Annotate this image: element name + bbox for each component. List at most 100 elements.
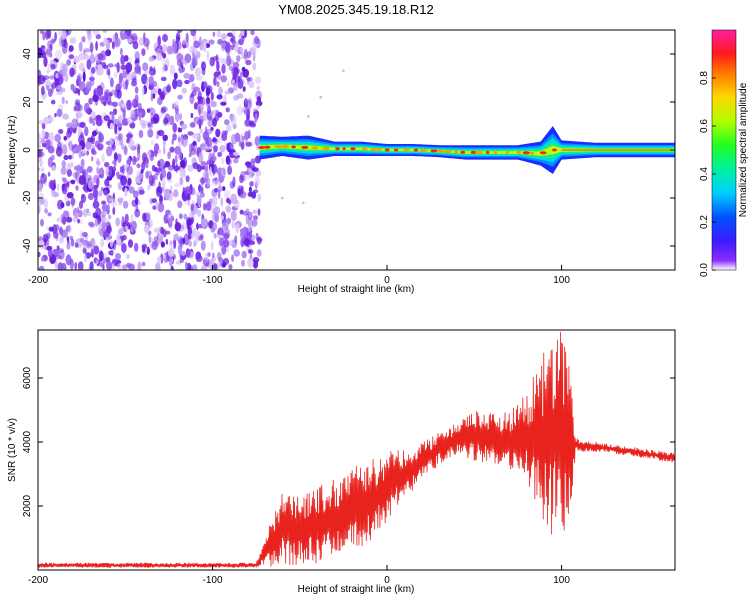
noise-blob [54, 133, 61, 143]
noise-blob [179, 258, 185, 263]
noise-blob [256, 85, 261, 90]
noise-blob [160, 241, 165, 248]
signal-hotspot [393, 148, 399, 152]
noise-blob [177, 200, 183, 209]
noise-blob [247, 168, 253, 174]
noise-blob [81, 231, 88, 238]
noise-blob [213, 76, 217, 86]
noise-blob [67, 128, 70, 133]
noise-blob [88, 221, 94, 227]
signal-hotspot [516, 150, 522, 154]
noise-blob [55, 72, 59, 79]
noise-blob [244, 30, 247, 38]
signal-hotspot [361, 147, 368, 151]
noise-blob [117, 115, 124, 123]
noise-blob [228, 264, 233, 270]
noise-blob [134, 51, 140, 62]
noise-blob [167, 213, 174, 224]
noise-blob [121, 32, 128, 38]
signal-hotspot [291, 145, 296, 149]
noise-blob [74, 262, 78, 270]
noise-blob [120, 64, 128, 71]
noise-blob [133, 242, 139, 252]
noise-blob [103, 115, 111, 122]
noise-blob [216, 30, 222, 38]
noise-blob [58, 30, 61, 37]
noise-blob [230, 142, 234, 150]
noise-blob [58, 249, 65, 260]
noise-blob [131, 80, 137, 87]
noise-blob [165, 58, 170, 69]
noise-blob [229, 114, 237, 125]
noise-blob [156, 186, 163, 197]
noise-blob [157, 35, 161, 47]
noise-blob [186, 249, 191, 258]
noise-blob [176, 79, 183, 88]
noise-blob [142, 37, 150, 47]
noise-blob [217, 185, 223, 192]
noise-blob [196, 75, 203, 81]
noise-blob [226, 159, 232, 166]
noise-blob [216, 252, 222, 260]
noise-blob [211, 138, 218, 143]
noise-blob [245, 214, 249, 225]
noise-blob [167, 248, 175, 258]
noise-blob [108, 198, 114, 203]
noise-blob [179, 113, 183, 121]
noise-blob [80, 158, 85, 168]
noise-blob [43, 198, 49, 209]
noise-blob [121, 227, 125, 232]
noise-blob [106, 225, 112, 234]
spectrogram-y-ticks: -40 -20 0 20 40 [22, 48, 675, 253]
noise-blob [201, 38, 208, 44]
noise-blob [101, 226, 106, 233]
noise-blob [51, 165, 56, 171]
noise-blob [38, 74, 46, 85]
noise-blob [63, 177, 67, 182]
noise-blob [219, 145, 226, 153]
noise-blob [106, 146, 113, 157]
noise-blob [100, 50, 107, 61]
noise-blob [215, 128, 221, 138]
noise-blob [115, 171, 120, 177]
noise-blob [126, 133, 134, 139]
noise-blob [78, 81, 86, 92]
noise-blob [126, 253, 130, 260]
noise-blob [183, 72, 190, 79]
noise-blob [86, 59, 92, 70]
noise-blob [195, 251, 202, 260]
noise-blob [220, 101, 227, 106]
noise-blob [89, 77, 95, 87]
noise-blob [200, 264, 208, 270]
noise-blob [203, 203, 207, 211]
noise-blob [257, 208, 261, 216]
noise-blob [126, 165, 133, 176]
noise-blob [86, 166, 93, 173]
noise-blob [45, 246, 52, 251]
noise-blob [248, 249, 254, 254]
noise-blob [170, 185, 173, 192]
noise-blob [157, 233, 162, 245]
noise-blob [186, 216, 192, 228]
noise-blob [77, 261, 84, 270]
noise-blob [104, 178, 110, 187]
noise-blob [38, 251, 41, 258]
noise-blob [253, 189, 259, 194]
noise-blob [130, 213, 134, 224]
colorbar-tick-label: 0.8 [699, 71, 710, 85]
noise-blob [216, 81, 220, 88]
snr-y-ticks: 2000 4000 6000 [22, 366, 675, 517]
noise-blob [197, 209, 202, 217]
noise-blob [217, 261, 221, 270]
noise-blob [177, 150, 183, 160]
noise-blob [203, 41, 207, 53]
noise-blob [47, 157, 53, 168]
noise-blob [83, 48, 91, 53]
noise-blob [236, 55, 241, 63]
noise-blob [177, 137, 182, 142]
noise-blob [146, 108, 151, 113]
noise-blob [48, 88, 53, 97]
noise-blob [97, 131, 102, 136]
noise-blob [206, 50, 210, 61]
noise-blob [163, 144, 166, 155]
